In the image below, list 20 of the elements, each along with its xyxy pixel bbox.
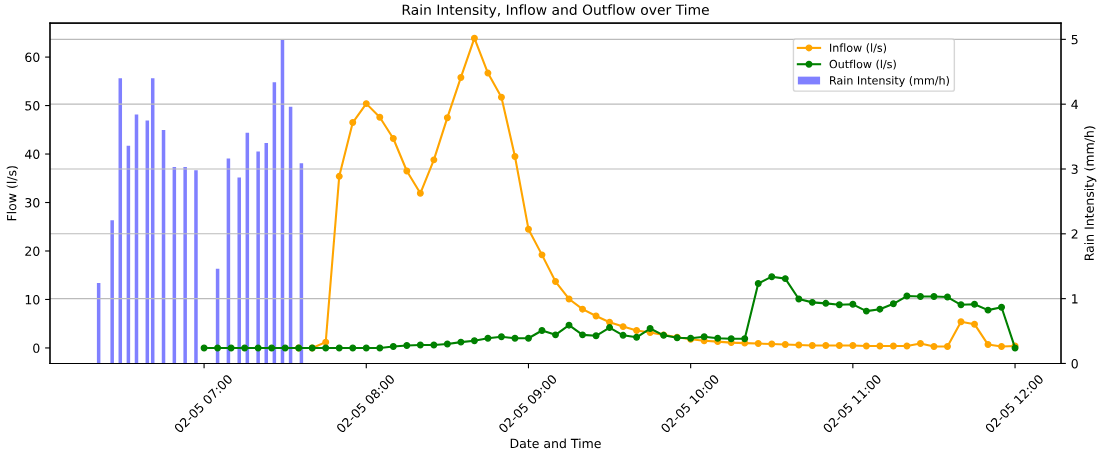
y2-axis-title: Rain Intensity (mm/h): [1084, 126, 1097, 261]
y2-tick-label: 3: [1071, 164, 1078, 174]
y2-tick-label: 2: [1071, 229, 1078, 239]
y-tick-label: 50: [25, 101, 40, 111]
y2-tick-label: 1: [1072, 294, 1078, 304]
y-tick-label: 20: [25, 246, 40, 256]
y-tick-label: 0: [33, 343, 40, 353]
legend-label: Inflow (l/s): [830, 43, 887, 54]
y2-tick-label: 4: [1071, 99, 1078, 109]
legend-label: Rain Intensity (mm/h): [830, 75, 949, 87]
y2-tick-label: 5: [1071, 34, 1078, 45]
y-tick-label: 60: [25, 52, 40, 63]
legend-label: Outflow (l/s): [829, 59, 896, 70]
chart-title: Rain Intensity, Inflow and Outflow over Time: [402, 4, 709, 18]
y-axis-title: Flow (l/s): [6, 166, 18, 221]
y2-tick-label: 0: [1071, 358, 1078, 369]
y-tick-label: 10: [25, 294, 40, 305]
x-axis-title: Date and Time: [510, 438, 601, 449]
y-tick-label: 30: [25, 197, 40, 208]
y-tick-label: 40: [24, 149, 40, 159]
